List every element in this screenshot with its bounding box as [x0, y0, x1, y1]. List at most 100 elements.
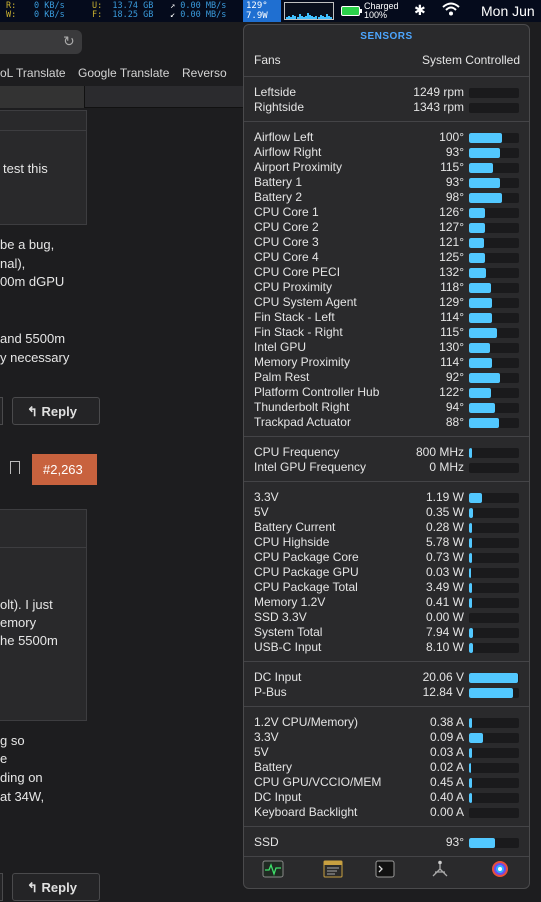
sensor-row[interactable]: CPU Core 3 121°: [254, 235, 519, 250]
sensor-row[interactable]: CPU Package Core 0.73 W: [254, 550, 519, 565]
wifi-icon[interactable]: [441, 1, 461, 20]
disk-used-stat[interactable]: U: 13.74 GB: [92, 1, 154, 11]
activity-monitor-icon[interactable]: [262, 860, 284, 878]
bookmark-item[interactable]: Reverso: [182, 66, 227, 80]
sensor-row[interactable]: Platform Controller Hub 122°: [254, 385, 519, 400]
sensor-row[interactable]: Battery 0.02 A: [254, 760, 519, 775]
bookmark-item[interactable]: Google Translate: [78, 66, 170, 80]
sensor-row[interactable]: DC Input 0.40 A: [254, 790, 519, 805]
sensor-level-fill: [469, 748, 472, 758]
post-number[interactable]: #2,263: [32, 454, 97, 485]
sensor-label: SSD 3.3V: [254, 610, 307, 624]
sensor-row[interactable]: CPU Package Total 3.49 W: [254, 580, 519, 595]
sensor-label: System Total: [254, 625, 323, 639]
reply-button[interactable]: ↰ Reply: [12, 397, 100, 425]
battery-icon[interactable]: [341, 6, 360, 16]
sensor-row[interactable]: CPU System Agent 129°: [254, 295, 519, 310]
sensor-row[interactable]: Rightside 1343 rpm: [254, 100, 519, 115]
bookmark-item[interactable]: oL Translate: [0, 66, 66, 80]
sensor-row[interactable]: CPU Package GPU 0.03 W: [254, 565, 519, 580]
sensor-row[interactable]: Fin Stack - Left 114°: [254, 310, 519, 325]
sensor-row[interactable]: Battery 1 93°: [254, 175, 519, 190]
sensor-row[interactable]: System Total 7.94 W: [254, 625, 519, 640]
sensor-row[interactable]: 1.2V CPU/Memory) 0.38 A: [254, 715, 519, 730]
bluetooth-icon[interactable]: ✱: [414, 2, 426, 18]
sensor-row[interactable]: CPU Core 1 126°: [254, 205, 519, 220]
sensor-value: 1.19 W: [425, 490, 464, 504]
sensor-level-fill: [469, 583, 472, 593]
sensor-level-fill: [469, 403, 495, 413]
sensor-row[interactable]: Airflow Right 93°: [254, 145, 519, 160]
sensor-level-fill: [469, 508, 473, 518]
sensors-menu-extra[interactable]: 129° 7.9W: [243, 0, 281, 22]
terminal-icon[interactable]: [374, 860, 396, 878]
sensor-row[interactable]: CPU Core 4 125°: [254, 250, 519, 265]
net-in-stat[interactable]: ↗ 0.00 MB/s: [170, 1, 227, 11]
sensor-level-bar: [469, 838, 519, 848]
sensor-value: 0.03 A: [429, 745, 464, 759]
graph-bar: [298, 14, 301, 19]
sensor-row[interactable]: CPU Proximity 118°: [254, 280, 519, 295]
reload-icon[interactable]: ↻: [63, 33, 75, 49]
sensor-row[interactable]: Thunderbolt Right 94°: [254, 400, 519, 415]
sensor-label: Airflow Right: [254, 145, 322, 159]
sensor-row[interactable]: P-Bus 12.84 V: [254, 685, 519, 700]
sensor-row[interactable]: CPU Frequency 800 MHz: [254, 445, 519, 460]
forum-text: and 5500m: [0, 331, 66, 346]
net-write-stat[interactable]: W: 0 KB/s: [6, 10, 65, 20]
sensor-row[interactable]: Intel GPU 130°: [254, 340, 519, 355]
sensor-row[interactable]: 5V 0.03 A: [254, 745, 519, 760]
sensor-row[interactable]: Intel GPU Frequency 0 MHz: [254, 460, 519, 475]
sensor-row[interactable]: 3.3V 1.19 W: [254, 490, 519, 505]
sensor-level-bar: [469, 493, 519, 503]
post-action-button[interactable]: [0, 873, 3, 901]
post-action-button[interactable]: [0, 397, 3, 425]
menu-clock[interactable]: Mon Jun: [481, 3, 535, 19]
sensor-value: 0.00 W: [425, 610, 464, 624]
console-log-icon[interactable]: [322, 860, 344, 878]
sensor-row[interactable]: Airport Proximity 115°: [254, 160, 519, 175]
battery-status[interactable]: Charged 100%: [364, 1, 399, 20]
sensor-row[interactable]: Battery 2 98°: [254, 190, 519, 205]
sensor-row[interactable]: Trackpad Actuator 88°: [254, 415, 519, 430]
fans-mode-row[interactable]: Fans System Controlled: [254, 53, 520, 68]
graph-bar: [321, 16, 324, 19]
sensor-row[interactable]: Battery Current 0.28 W: [254, 520, 519, 535]
fans-mode-value[interactable]: System Controlled: [421, 53, 520, 67]
sensor-row[interactable]: Memory 1.2V 0.41 W: [254, 595, 519, 610]
sensor-row[interactable]: SSD 3.3V 0.00 W: [254, 610, 519, 625]
sensor-row[interactable]: CPU Core PECI 132°: [254, 265, 519, 280]
sensor-row[interactable]: Airflow Left 100°: [254, 130, 519, 145]
sensor-label: Leftside: [254, 85, 297, 99]
sensor-label: DC Input: [254, 670, 302, 684]
sensor-level-bar: [469, 253, 519, 263]
disk-free-stat[interactable]: F: 18.25 GB: [92, 10, 154, 20]
sensor-row[interactable]: CPU Core 2 127°: [254, 220, 519, 235]
graph-bar: [300, 16, 303, 19]
reply-button[interactable]: ↰ Reply: [12, 873, 100, 901]
sensor-row[interactable]: 5V 0.35 W: [254, 505, 519, 520]
sensor-row[interactable]: DC Input 20.06 V: [254, 670, 519, 685]
sensor-row[interactable]: Leftside 1249 rpm: [254, 85, 519, 100]
net-read-stat[interactable]: R: 0 KB/s: [6, 1, 65, 11]
sensor-row[interactable]: CPU Highside 5.78 W: [254, 535, 519, 550]
colorsync-icon[interactable]: [489, 860, 511, 878]
sensor-row[interactable]: Fin Stack - Right 115°: [254, 325, 519, 340]
sensor-row[interactable]: SSD 93°: [254, 835, 519, 850]
sensor-level-fill: [469, 523, 472, 533]
bookmark-icon[interactable]: [10, 461, 20, 474]
sensor-level-bar: [469, 193, 519, 203]
network-icon[interactable]: [429, 860, 451, 878]
sensor-value: 1343 rpm: [413, 100, 464, 114]
sensor-level-fill: [469, 598, 472, 608]
sensor-row[interactable]: Memory Proximity 114°: [254, 355, 519, 370]
address-bar[interactable]: ↻: [0, 30, 82, 54]
sensor-row[interactable]: 3.3V 0.09 A: [254, 730, 519, 745]
sensor-label: Airflow Left: [254, 130, 314, 144]
sensor-row[interactable]: Keyboard Backlight 0.00 A: [254, 805, 519, 820]
sensor-row[interactable]: USB-C Input 8.10 W: [254, 640, 519, 655]
sensor-row[interactable]: Palm Rest 92°: [254, 370, 519, 385]
net-out-stat[interactable]: ↙ 0.00 MB/s: [170, 10, 227, 20]
sensor-row[interactable]: CPU GPU/VCCIO/MEM 0.45 A: [254, 775, 519, 790]
cpu-graph[interactable]: [284, 2, 334, 20]
